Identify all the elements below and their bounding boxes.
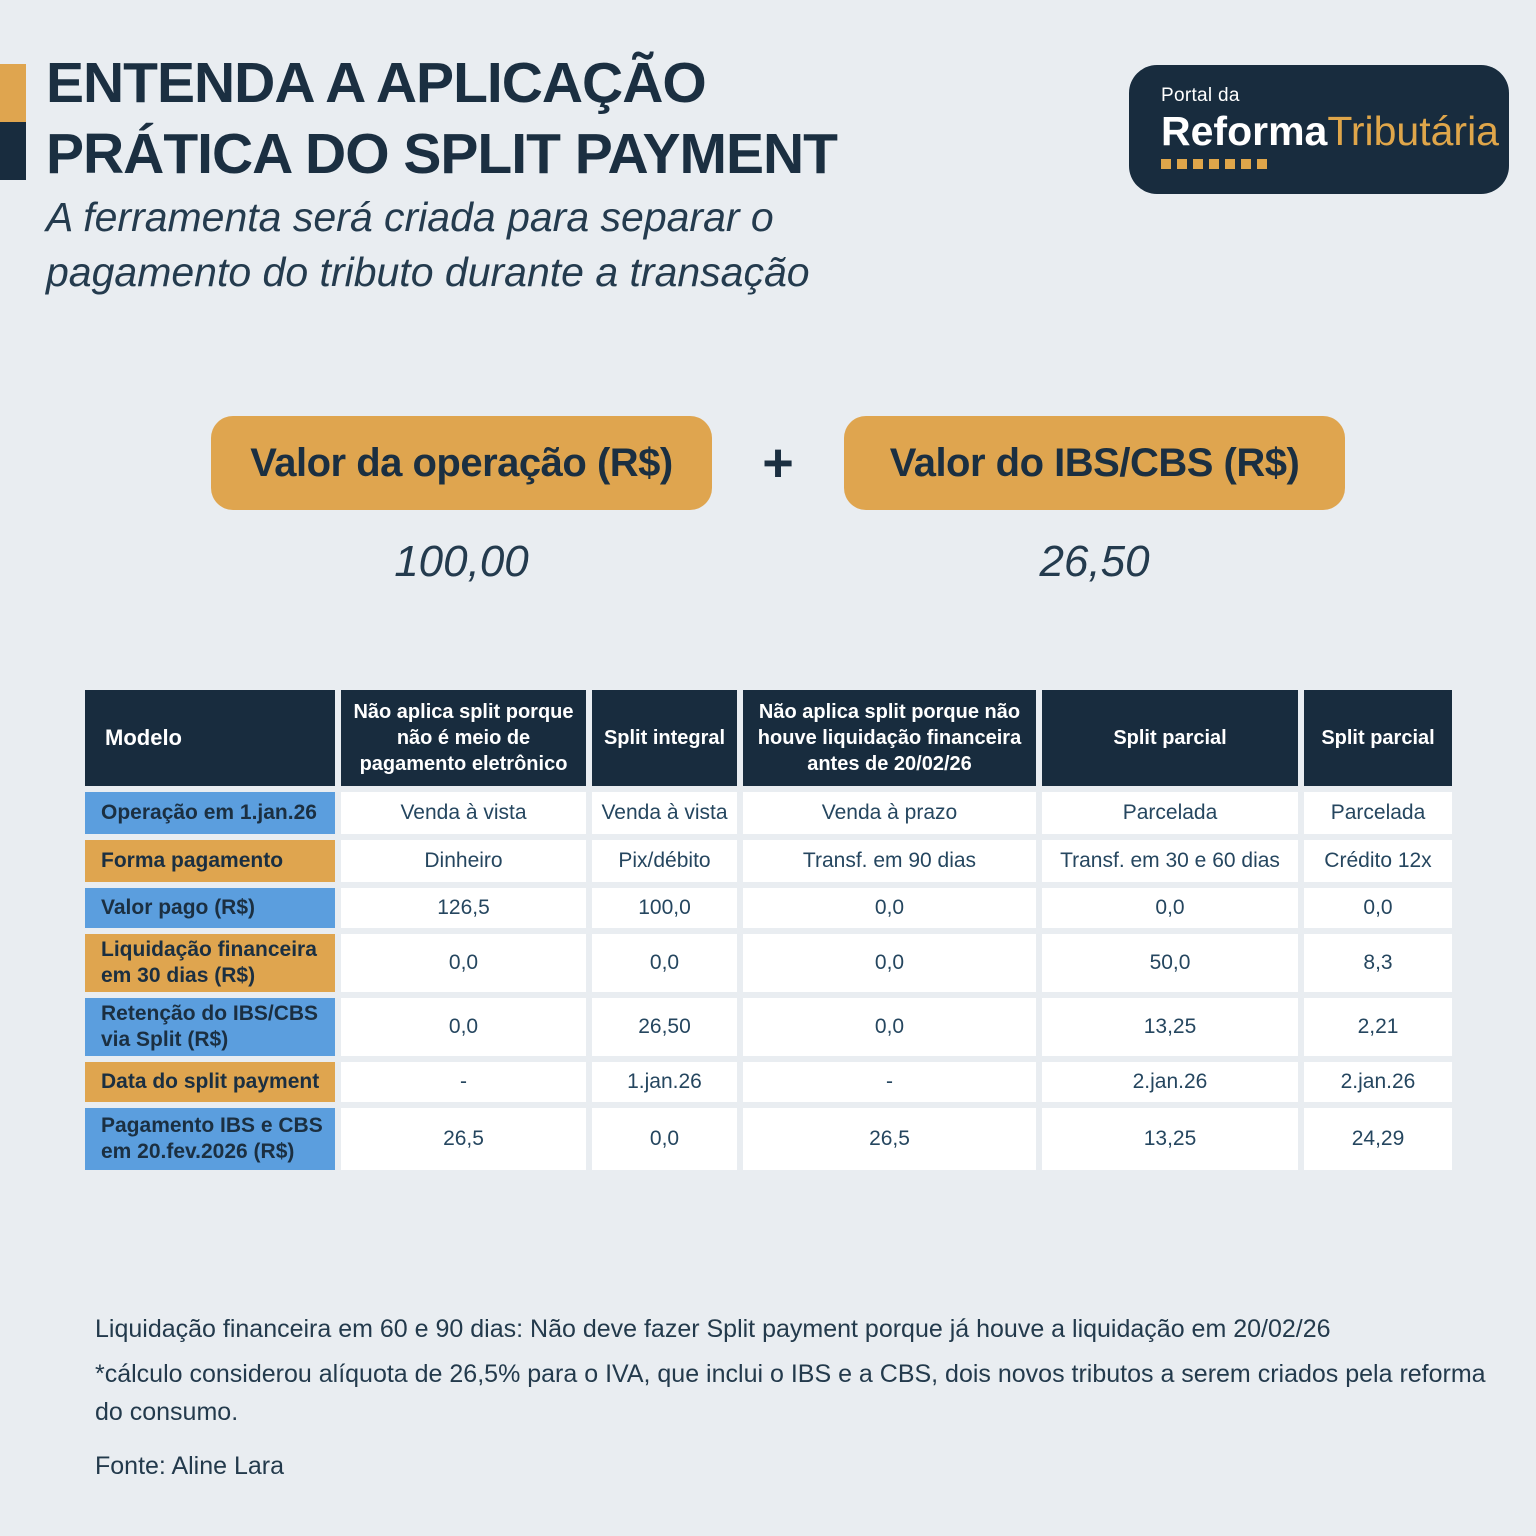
table-cell: 2.jan.26 (1042, 1062, 1298, 1102)
table-cell: 0,0 (341, 934, 586, 992)
table-cell: 1.jan.26 (592, 1062, 737, 1102)
table-cell: 126,5 (341, 888, 586, 928)
row-label: Retenção do IBS/CBS via Split (R$) (85, 998, 335, 1056)
table-cell: 26,50 (592, 998, 737, 1056)
column-header-1: Não aplica split porque não é meio de pa… (341, 690, 586, 786)
page-title: ENTENDA A APLICAÇÃO PRÁTICA DO SPLIT PAY… (46, 48, 838, 189)
table-cell: Crédito 12x (1304, 840, 1452, 882)
table-cell: Transf. em 90 dias (743, 840, 1036, 882)
table-cell: Venda à vista (592, 792, 737, 834)
logo-word-tributaria: Tributária (1327, 108, 1499, 154)
subtitle-line-2: pagamento do tributo durante a transação (46, 248, 810, 295)
column-header-5: Split parcial (1304, 690, 1452, 786)
table-cell: 2,21 (1304, 998, 1452, 1056)
row-label: Liquidação financeira em 30 dias (R$) (85, 934, 335, 992)
split-payment-table: Modelo Não aplica split porque não é mei… (85, 690, 1452, 1170)
footer-source: Fonte: Aline Lara (95, 1452, 285, 1480)
table-cell: 0,0 (592, 934, 737, 992)
column-header-3: Não aplica split porque não houve liquid… (743, 690, 1036, 786)
accent-bar-navy (0, 122, 26, 180)
logo-wordmark: ReformaTributária (1161, 108, 1509, 154)
table-cell: 0,0 (743, 888, 1036, 928)
operation-value-pill: Valor da operação (R$) (211, 416, 712, 510)
table-cell: 24,29 (1304, 1108, 1452, 1170)
table-cell: 8,3 (1304, 934, 1452, 992)
table-cell: 13,25 (1042, 998, 1298, 1056)
row-label: Forma pagamento (85, 840, 335, 882)
row-label: Operação em 1.jan.26 (85, 792, 335, 834)
page-subtitle: A ferramenta será criada para separar o … (46, 190, 810, 299)
row-label: Pagamento IBS e CBS em 20.fev.2026 (R$) (85, 1108, 335, 1170)
table-cell: 26,5 (341, 1108, 586, 1170)
row-label: Data do split payment (85, 1062, 335, 1102)
table-cell: - (743, 1062, 1036, 1102)
table-cell: Parcelada (1304, 792, 1452, 834)
logo-dotted-underline (1161, 159, 1509, 170)
table-cell: 100,0 (592, 888, 737, 928)
table-cell: Pix/débito (592, 840, 737, 882)
table-cell: 0,0 (341, 998, 586, 1056)
title-line-2: PRÁTICA DO SPLIT PAYMENT (46, 121, 838, 186)
footer-note-liquidacao: Liquidação financeira em 60 e 90 dias: N… (95, 1315, 1331, 1343)
footer-note-calculo: *cálculo considerou alíquota de 26,5% pa… (95, 1360, 1486, 1426)
accent-bar-gold (0, 64, 26, 122)
ibs-cbs-value: 26,50 (1039, 537, 1150, 586)
table-cell: 50,0 (1042, 934, 1298, 992)
table-cell: 0,0 (592, 1108, 737, 1170)
table-cell: 2.jan.26 (1304, 1062, 1452, 1102)
table-cell: Venda à prazo (743, 792, 1036, 834)
logo-small-text: Portal da (1161, 85, 1240, 106)
table-cell: 0,0 (743, 998, 1036, 1056)
column-header-4: Split parcial (1042, 690, 1298, 786)
column-header-modelo: Modelo (85, 690, 335, 786)
table-cell: - (341, 1062, 586, 1102)
operation-value: 100,00 (394, 537, 529, 586)
plus-sign: + (762, 433, 794, 493)
row-label: Valor pago (R$) (85, 888, 335, 928)
table-cell: 13,25 (1042, 1108, 1298, 1170)
logo-word-reforma: Reforma (1161, 108, 1328, 154)
table-cell: Dinheiro (341, 840, 586, 882)
title-line-1: ENTENDA A APLICAÇÃO (46, 51, 707, 115)
logo-portal-reforma-tributaria: Portal da ReformaTributária (1129, 65, 1509, 194)
table-cell: 0,0 (1304, 888, 1452, 928)
subtitle-line-1: A ferramenta será criada para separar o (46, 194, 774, 240)
table-cell: 0,0 (743, 934, 1036, 992)
table-cell: 0,0 (1042, 888, 1298, 928)
table-cell: 26,5 (743, 1108, 1036, 1170)
table-cell: Venda à vista (341, 792, 586, 834)
column-header-2: Split integral (592, 690, 737, 786)
table-cell: Transf. em 30 e 60 dias (1042, 840, 1298, 882)
table-cell: Parcelada (1042, 792, 1298, 834)
ibs-cbs-value-pill: Valor do IBS/CBS (R$) (844, 416, 1345, 510)
